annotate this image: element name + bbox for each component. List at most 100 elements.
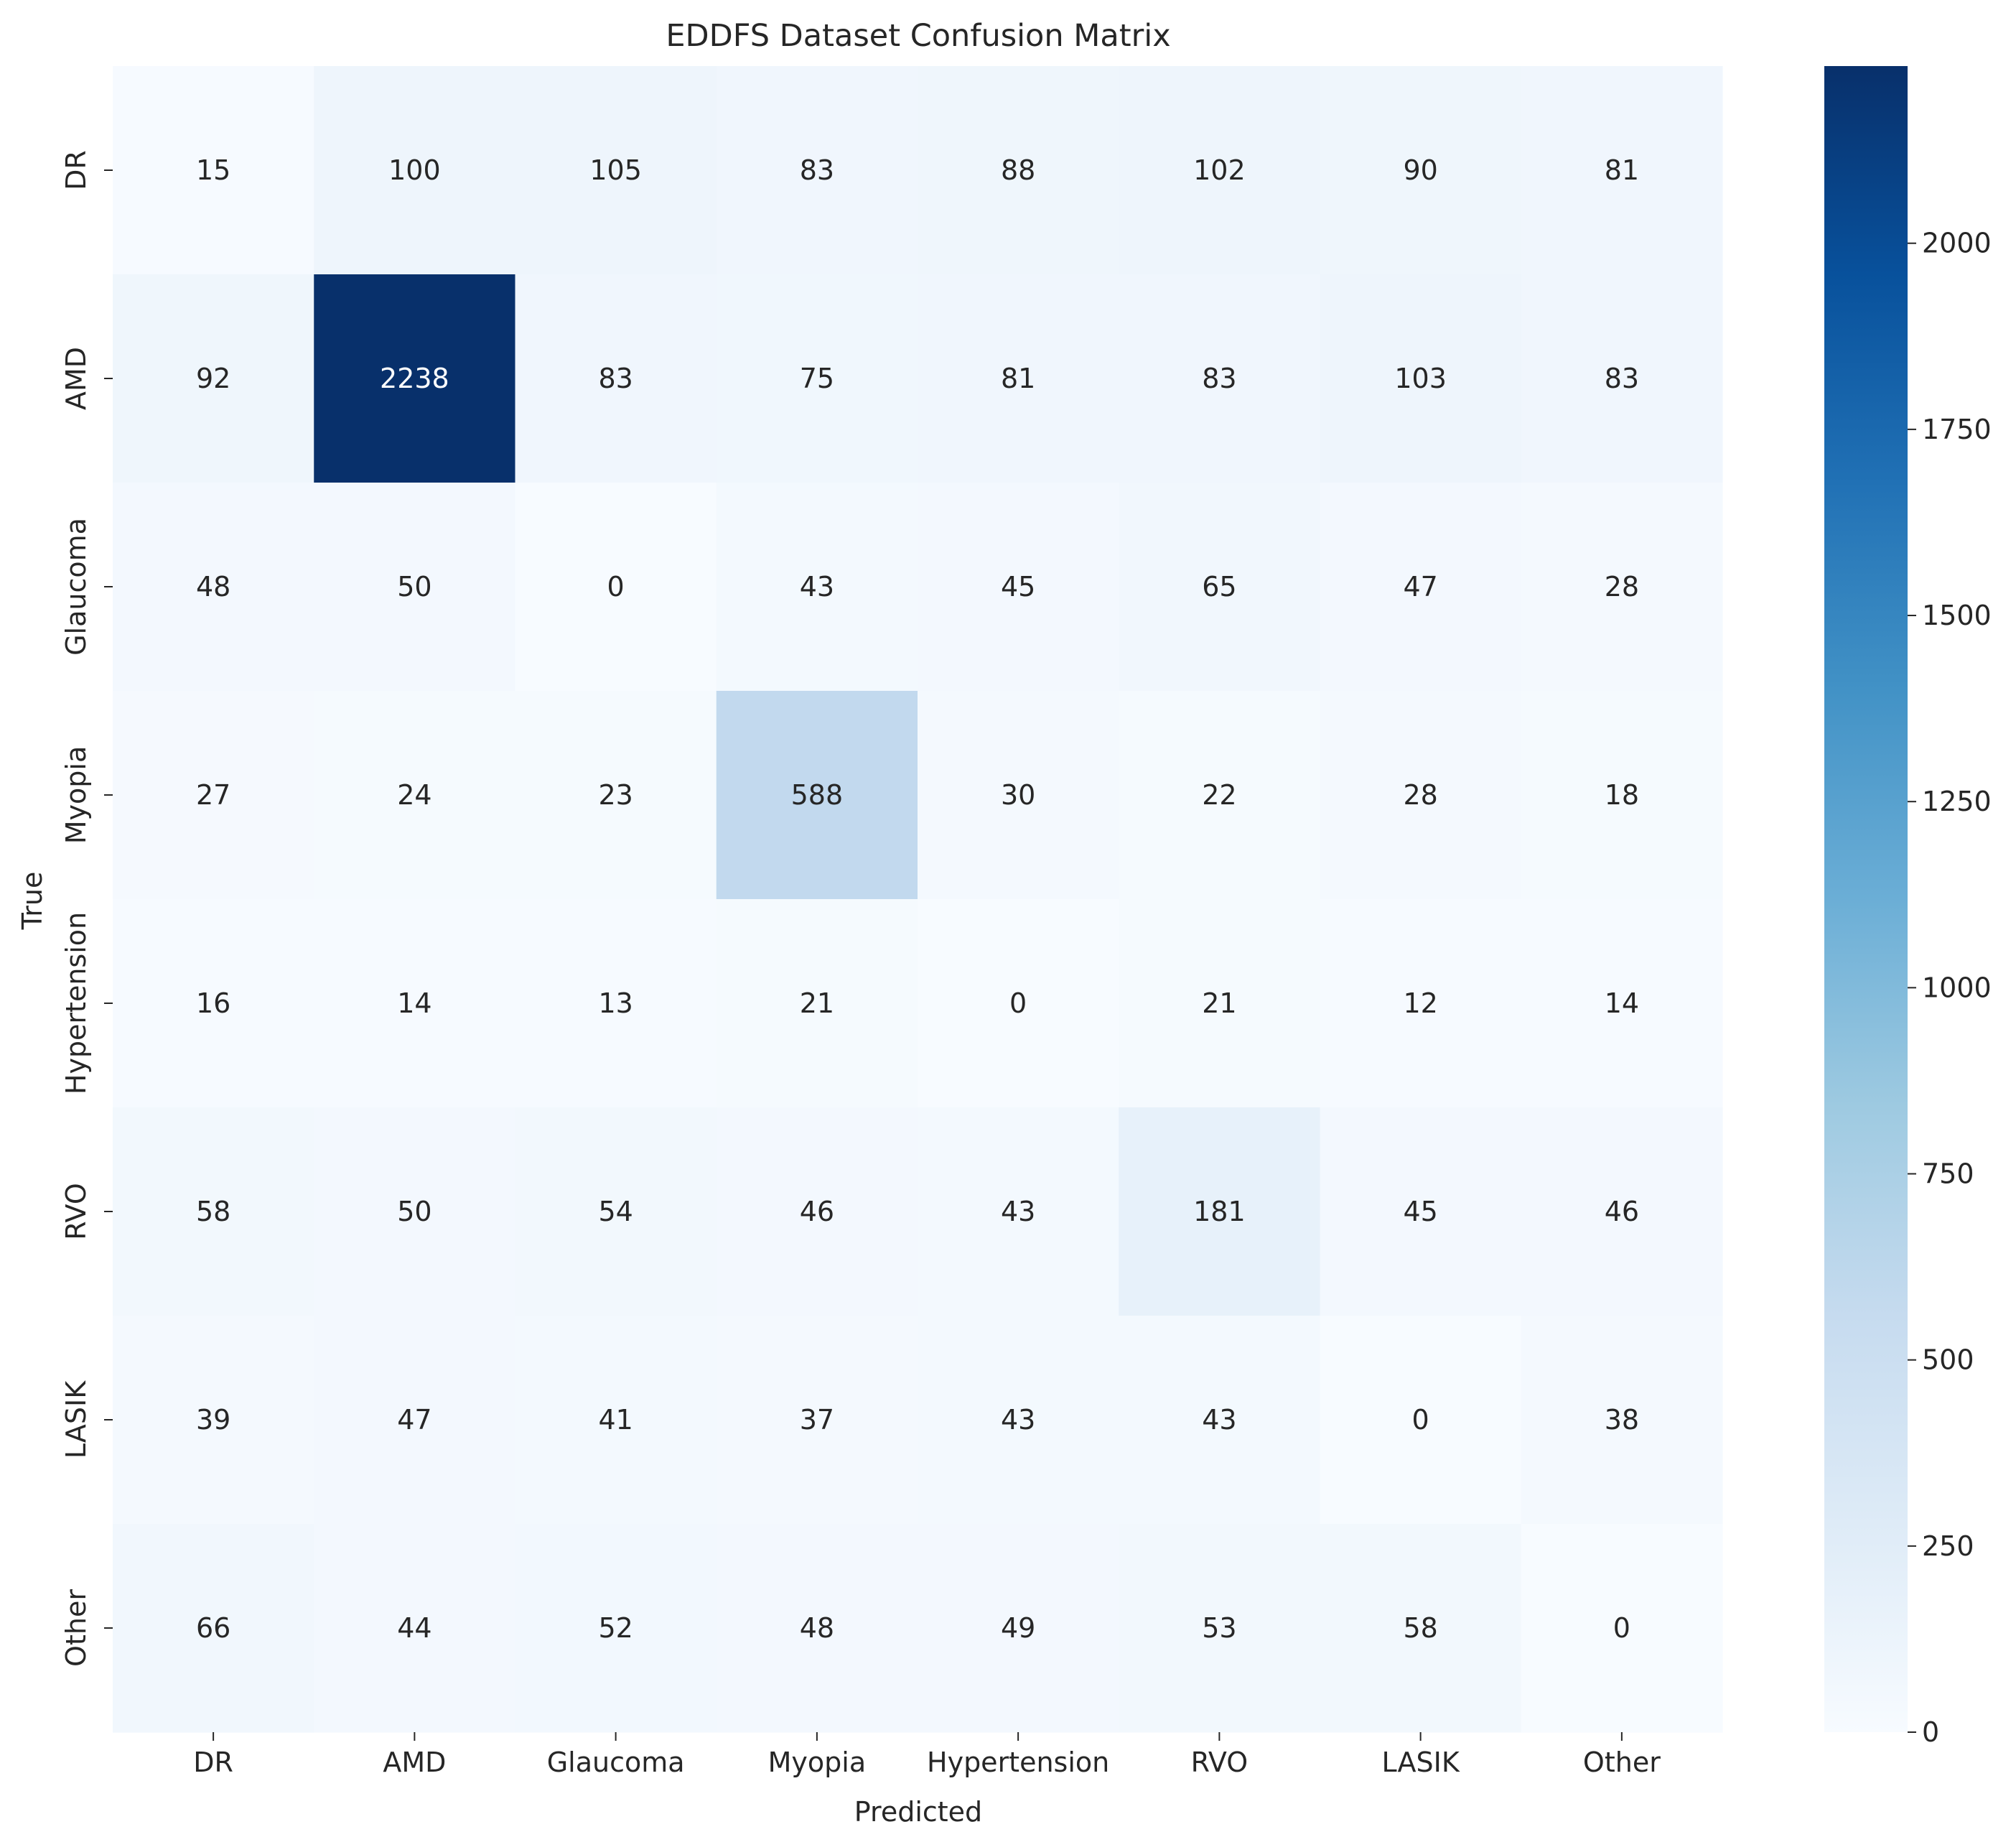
- cell-value-label: 28: [1605, 571, 1639, 603]
- cell-value-label: 103: [1394, 363, 1447, 394]
- colorbar-tick-label: 1750: [1922, 414, 1992, 445]
- heatmap-cell: [515, 274, 717, 483]
- colorbar-tick-label: 1000: [1922, 972, 1992, 1003]
- x-tick-label: LASIK: [1381, 1747, 1460, 1778]
- heatmap-cell: [1320, 1107, 1522, 1316]
- heatmap-cell: [716, 1524, 918, 1733]
- colorbar: [1824, 66, 1908, 1732]
- cell-value-label: 48: [196, 571, 230, 603]
- cell-value-label: 83: [1202, 363, 1236, 394]
- cell-value-label: 30: [1001, 779, 1035, 811]
- cell-value-label: 0: [1009, 987, 1027, 1019]
- y-tick-label: LASIK: [60, 1380, 92, 1459]
- cell-value-label: 105: [589, 154, 642, 186]
- cell-value-label: 22: [1202, 779, 1236, 811]
- cell-value-label: 48: [800, 1612, 834, 1644]
- cell-value-label: 83: [598, 363, 633, 394]
- x-axis-label: Predicted: [854, 1796, 982, 1828]
- heatmap-cell: [314, 66, 516, 275]
- heatmap-cell: [918, 691, 1119, 900]
- heatmap-cell: [515, 66, 717, 275]
- cell-value-label: 23: [598, 779, 633, 811]
- heatmap-cell: [1119, 691, 1321, 900]
- heatmap-cell: [1119, 1107, 1321, 1316]
- heatmap-cell: [716, 1316, 918, 1525]
- cell-value-label: 46: [1605, 1196, 1639, 1227]
- x-tick-label: DR: [193, 1747, 233, 1778]
- cell-value-label: 41: [598, 1404, 633, 1436]
- x-tick-label: Hypertension: [927, 1747, 1109, 1778]
- heatmap-cell: [515, 1107, 717, 1316]
- y-tick-label: DR: [60, 150, 92, 190]
- y-tick-label: Other: [60, 1589, 92, 1667]
- heatmap-cell: [113, 274, 314, 483]
- cell-value-label: 47: [397, 1404, 431, 1436]
- cell-value-label: 181: [1193, 1196, 1246, 1227]
- heatmap-cell: [1521, 691, 1723, 900]
- heatmap-cell: [1521, 1524, 1723, 1733]
- heatmap-cell: [515, 483, 717, 692]
- heatmap-cell: [314, 1524, 516, 1733]
- cell-value-label: 45: [1403, 1196, 1437, 1227]
- cell-value-label: 43: [1001, 1404, 1035, 1436]
- cell-value-label: 50: [397, 571, 431, 603]
- heatmap-cell: [716, 691, 918, 900]
- heatmap-cell: [716, 899, 918, 1108]
- colorbar-tick-label: 0: [1922, 1716, 1939, 1748]
- cell-value-label: 50: [397, 1196, 431, 1227]
- cell-value-label: 588: [791, 779, 844, 811]
- y-tick-label: RVO: [60, 1183, 92, 1240]
- cell-value-label: 12: [1403, 987, 1437, 1019]
- y-tick-label: Myopia: [60, 746, 92, 845]
- heatmap-cell: [314, 483, 516, 692]
- heatmap-cell: [1521, 274, 1723, 483]
- heatmap-cell: [314, 899, 516, 1108]
- x-tick-label: Other: [1583, 1747, 1661, 1778]
- heatmap-cell: [314, 1107, 516, 1316]
- heatmap-cell: [1320, 899, 1522, 1108]
- colorbar-tick-label: 1500: [1922, 600, 1992, 631]
- heatmap-cell: [113, 1316, 314, 1525]
- colorbar-ticks: 0 250 500 750 1000 1250 1500 1750 2000: [1908, 228, 1992, 1748]
- cell-value-label: 47: [1403, 571, 1437, 603]
- cell-value-label: 66: [196, 1612, 230, 1644]
- heatmap-cell: [1320, 66, 1522, 275]
- heatmap-cell: [515, 1316, 717, 1525]
- y-axis-label: True: [17, 872, 48, 931]
- cell-value-label: 39: [196, 1404, 230, 1436]
- heatmap-cell: [1521, 899, 1723, 1108]
- cell-value-label: 21: [800, 987, 834, 1019]
- cell-value-label: 45: [1001, 571, 1035, 603]
- x-axis: DR AMD Glaucoma Myopia Hypertension RVO LASIK O…: [193, 1732, 1661, 1778]
- cell-value-label: 43: [1202, 1404, 1236, 1436]
- heatmap-cell: [1320, 1316, 1522, 1525]
- heatmap-cell: [1320, 691, 1522, 900]
- cell-value-label: 58: [196, 1196, 230, 1227]
- y-tick-label: AMD: [60, 347, 92, 410]
- cell-value-label: 53: [1202, 1612, 1236, 1644]
- heatmap-cell: [716, 274, 918, 483]
- cell-value-label: 81: [1605, 154, 1639, 186]
- colorbar-tick-label: 1250: [1922, 786, 1992, 817]
- cell-value-label: 28: [1403, 779, 1437, 811]
- cell-value-label: 18: [1605, 779, 1639, 811]
- cell-value-label: 102: [1193, 154, 1246, 186]
- cell-value-label: 2238: [380, 363, 449, 394]
- cell-value-label: 0: [1613, 1612, 1630, 1644]
- colorbar-tick-label: 500: [1922, 1344, 1974, 1376]
- heatmap-cell: [918, 899, 1119, 1108]
- x-tick-label: RVO: [1191, 1747, 1249, 1778]
- cell-value-label: 83: [1605, 363, 1639, 394]
- heatmap-cell: [1320, 1524, 1522, 1733]
- heatmap-cell: [918, 1316, 1119, 1525]
- colorbar-tick-label: 250: [1922, 1530, 1974, 1562]
- heatmap-cell: [515, 899, 717, 1108]
- cell-value-label: 46: [800, 1196, 834, 1227]
- cell-value-label: 43: [800, 571, 834, 603]
- cell-value-label: 81: [1001, 363, 1035, 394]
- y-tick-label: Glaucoma: [60, 518, 92, 656]
- cell-value-label: 38: [1605, 1404, 1639, 1436]
- heatmap-cell: [918, 274, 1119, 483]
- heatmap-cell: [716, 66, 918, 275]
- x-tick-label: Glaucoma: [547, 1747, 685, 1778]
